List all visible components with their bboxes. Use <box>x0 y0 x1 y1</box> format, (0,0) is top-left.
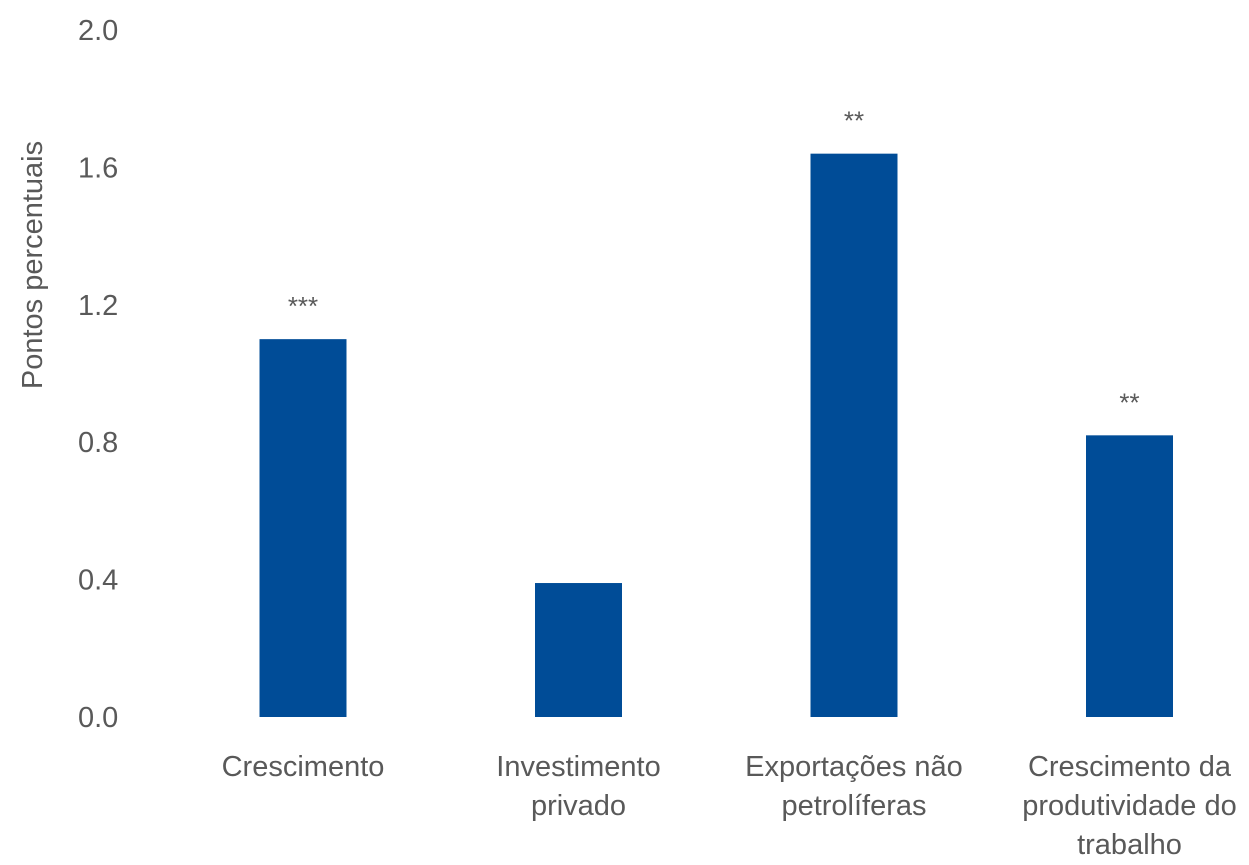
bar <box>535 583 622 717</box>
category-labels: Crescimento Investimento privado Exportaçõe… <box>222 751 1237 861</box>
category-label: Investimento <box>496 751 660 783</box>
y-tick-label: 0.8 <box>78 427 118 459</box>
y-axis-title: Pontos percentuais <box>17 141 49 389</box>
bars <box>259 153 1173 717</box>
y-axis-ticks: 0.0 0.4 0.8 1.2 1.6 2.0 <box>78 15 118 734</box>
category-label: privado <box>531 790 626 822</box>
y-tick-label: 1.2 <box>78 290 118 322</box>
category-label: Crescimento <box>222 751 385 783</box>
category-label: produtividade do <box>1022 790 1236 822</box>
y-axis-title-group: Pontos percentuais <box>17 141 49 389</box>
y-tick-label: 1.6 <box>78 152 118 184</box>
category-label: Exportações não <box>745 751 963 783</box>
significance-label: ** <box>844 106 864 136</box>
significance-label: *** <box>288 291 318 321</box>
bar <box>1086 435 1173 717</box>
y-tick-label: 2.0 <box>78 15 118 47</box>
y-tick-label: 0.0 <box>78 702 118 734</box>
significance-labels: ******* <box>288 106 1140 418</box>
category-label: Crescimento da <box>1028 751 1232 783</box>
significance-label: ** <box>1119 387 1139 417</box>
category-label: trabalho <box>1077 829 1182 861</box>
category-label: petrolíferas <box>781 790 926 822</box>
y-tick-label: 0.4 <box>78 565 118 597</box>
bar <box>810 153 898 717</box>
bar <box>259 339 347 717</box>
